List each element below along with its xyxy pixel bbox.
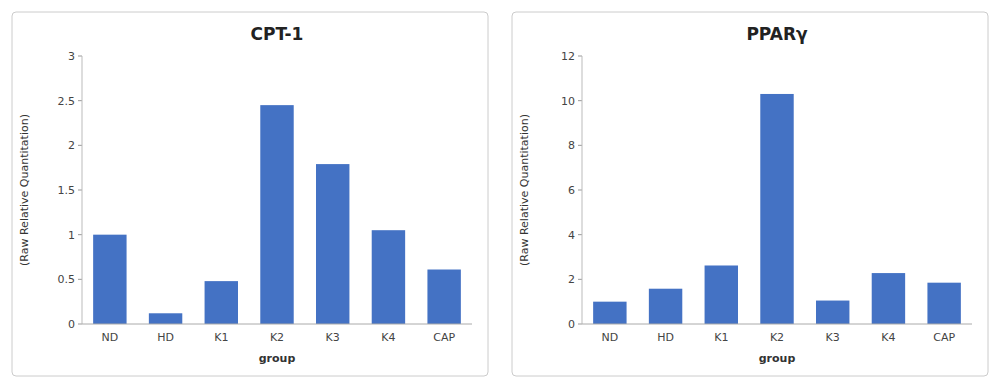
y-tick <box>78 56 82 57</box>
x-tick-label: ND <box>102 331 119 344</box>
x-tick-label: CAP <box>433 331 455 344</box>
x-tick-label: CAP <box>933 331 955 344</box>
bar <box>927 283 960 324</box>
bar <box>593 302 626 324</box>
chart-title: PPARγ <box>746 24 808 44</box>
y-axis-label: (Raw Relative Quantitation) <box>18 114 31 266</box>
y-axis-line <box>82 56 83 324</box>
y-tick <box>78 100 82 101</box>
x-tick-label: HD <box>657 331 674 344</box>
y-tick-label: 0 <box>68 318 75 331</box>
bar <box>760 94 793 324</box>
y-tick <box>78 234 82 235</box>
y-tick-label: 0 <box>568 318 575 331</box>
bar <box>816 301 849 324</box>
y-tick-label: 2.5 <box>58 95 76 108</box>
x-axis-label: group <box>759 352 796 365</box>
x-tick-label: HD <box>157 331 174 344</box>
bar <box>872 273 905 324</box>
y-tick-label: 2 <box>68 139 75 152</box>
x-tick-label: K1 <box>214 331 228 344</box>
y-tick-label: 3 <box>68 50 75 63</box>
x-tick-label: K4 <box>381 331 395 344</box>
x-axis-line <box>82 324 472 325</box>
chart-title: CPT-1 <box>251 24 304 44</box>
y-tick <box>578 279 582 280</box>
y-tick <box>578 145 582 146</box>
y-tick-label: 8 <box>568 139 575 152</box>
y-tick-label: 2 <box>568 273 575 286</box>
x-tick-label: K1 <box>714 331 728 344</box>
chart-root: CPT-1 0 0.5 1 1.5 2 2.5 3 (Raw Relative Quantita… <box>0 0 1000 388</box>
y-tick-label: 12 <box>561 50 575 63</box>
y-tick-label: 1 <box>68 229 75 242</box>
panel: PPARγ 0 2 4 6 8 10 12 (Raw Relative Quantitation… <box>512 12 988 376</box>
x-tick-label: K2 <box>270 331 284 344</box>
x-tick-label: ND <box>602 331 619 344</box>
bars <box>593 94 961 324</box>
bars <box>93 105 461 324</box>
y-tick <box>578 100 582 101</box>
panel-border <box>12 12 488 376</box>
y-tick-label: 0.5 <box>58 273 76 286</box>
bar <box>316 164 349 324</box>
bar <box>205 281 238 324</box>
y-tick <box>78 279 82 280</box>
y-tick <box>78 190 82 191</box>
x-axis-label: group <box>259 352 296 365</box>
x-tick-label: K2 <box>770 331 784 344</box>
y-tick <box>578 324 582 325</box>
panel: CPT-1 0 0.5 1 1.5 2 2.5 3 (Raw Relative Quantita… <box>12 12 488 376</box>
y-tick <box>578 56 582 57</box>
panel-border <box>512 12 988 376</box>
bar <box>93 235 126 324</box>
y-tick-label: 1.5 <box>58 184 76 197</box>
y-tick-label: 4 <box>568 229 575 242</box>
bar <box>372 230 405 324</box>
y-tick-label: 6 <box>568 184 575 197</box>
bar <box>260 105 293 324</box>
bar <box>705 265 738 324</box>
y-axis-label: (Raw Relative Quantitation) <box>518 114 531 266</box>
y-tick <box>78 324 82 325</box>
y-tick <box>578 234 582 235</box>
bar <box>149 313 182 324</box>
x-tick-label: K3 <box>326 331 340 344</box>
bar <box>649 289 682 324</box>
y-tick <box>578 190 582 191</box>
y-axis-line <box>582 56 583 324</box>
x-axis-line <box>582 324 972 325</box>
bar <box>427 270 460 324</box>
x-tick-label: K3 <box>826 331 840 344</box>
y-tick-label: 10 <box>561 95 575 108</box>
y-tick <box>78 145 82 146</box>
x-tick-label: K4 <box>881 331 895 344</box>
